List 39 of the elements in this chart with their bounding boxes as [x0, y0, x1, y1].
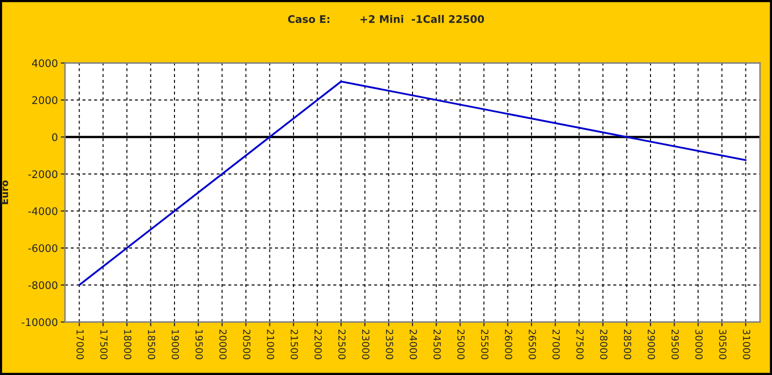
x-tick-label: 21500: [290, 330, 298, 360]
x-tick-label: 18500: [148, 330, 156, 360]
x-tick-label: 21000: [266, 330, 274, 360]
x-tick-label: 22000: [314, 330, 322, 360]
x-tick-label: 18000: [124, 330, 132, 360]
x-tick-label: 28000: [600, 330, 608, 360]
x-tick-label: 24500: [433, 330, 441, 360]
y-tick-label: 4000: [32, 59, 58, 68]
x-tick-label: 24000: [410, 330, 418, 360]
x-tick-label: 25000: [457, 330, 465, 360]
x-tick-label: 27000: [552, 330, 560, 360]
y-tick-label: 2000: [32, 96, 58, 104]
x-tick-label: 20500: [243, 330, 250, 360]
x-tick-label: 19000: [172, 330, 180, 360]
x-tick-label: 26500: [528, 330, 536, 360]
y-tick-label: -2000: [28, 170, 58, 178]
x-tick-label: 30000: [695, 330, 703, 360]
x-tick-label: 22500: [338, 330, 346, 360]
y-tick-label: -4000: [28, 207, 58, 216]
x-tick-label: 23000: [362, 330, 370, 360]
y-tick-label: -8000: [28, 281, 58, 290]
x-tick-label: 17000: [76, 330, 84, 360]
x-tick-label: 26000: [504, 330, 512, 360]
x-tick-label: 27500: [576, 330, 584, 360]
y-axis-title: Euro: [0, 180, 8, 204]
x-tick-label: 29000: [648, 330, 656, 360]
x-tick-label: 31000: [742, 330, 750, 360]
x-tick-label: 23500: [386, 330, 394, 360]
x-tick-label: 29500: [671, 330, 679, 360]
y-tick-label: -6000: [28, 244, 58, 252]
x-tick-label: 30500: [719, 330, 726, 360]
x-tick-label: 20000: [219, 330, 227, 360]
x-tick-label: 25500: [481, 330, 488, 360]
y-tick-label: -10000: [22, 318, 58, 326]
y-tick-label: 0: [52, 133, 58, 142]
x-tick-label: 28500: [624, 330, 632, 360]
x-tick-label: 19500: [195, 330, 203, 360]
x-tick-label: 17500: [100, 330, 108, 360]
chart-title: Caso E: +2 Mini -1Call 22500: [288, 14, 484, 24]
